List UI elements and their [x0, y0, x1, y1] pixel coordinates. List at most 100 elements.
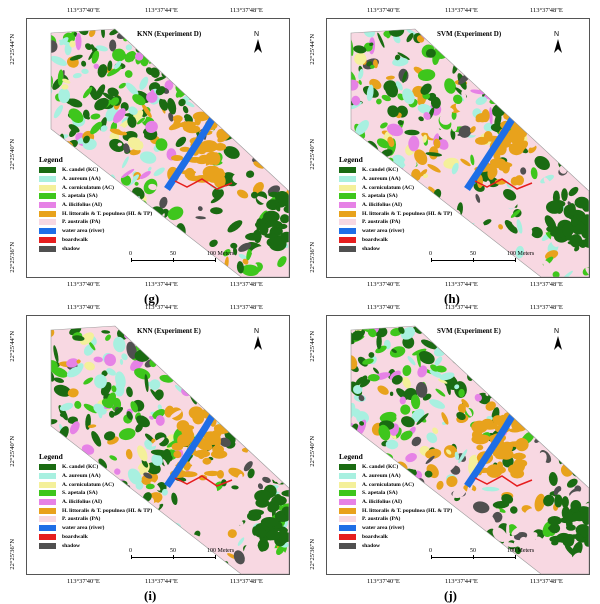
legend-label: A. ilicifolius (AI) [62, 499, 102, 506]
legend-item: A. ilicifolius (AI) [39, 201, 152, 210]
legend-swatch [39, 202, 56, 209]
map-title: KNN (Experiment D) [137, 30, 202, 38]
scale-bar: 0 50 100 Meters [429, 251, 561, 265]
legend-swatch [339, 228, 356, 235]
legend-item: A. ilicifolius (AI) [339, 201, 452, 210]
legend-swatch [339, 525, 356, 532]
legend-label: A. corniculatum (AC) [362, 184, 415, 191]
lon-label-bottom-mid: 113°37'44"E [145, 578, 178, 585]
legend-swatch [39, 516, 56, 523]
legend-swatch [39, 176, 56, 183]
legend-swatch [339, 219, 356, 226]
legend-label: boardwalk [62, 236, 88, 243]
legend-item: A. corniculatum (AC) [39, 183, 152, 192]
lat-label-left-top: 22°25'44"N [9, 33, 17, 65]
scale-label-100: 100 Meters [207, 251, 235, 257]
legend-label: K. candel (KC) [362, 464, 399, 471]
legend-title: Legend [39, 155, 63, 164]
legend-label: A. aureum (AA) [362, 176, 401, 183]
panel-label: (i) [144, 588, 157, 603]
legend-swatch [339, 210, 356, 217]
legend-swatch [339, 193, 356, 200]
north-arrow: N [251, 328, 265, 352]
lat-label-left-bottom: 22°25'36"N [9, 241, 17, 273]
legend-swatch [39, 193, 56, 200]
legend-swatch [39, 228, 56, 235]
map-title: SVM (Experiment D) [437, 30, 502, 38]
lon-label-bottom-right: 113°37'48"E [230, 281, 263, 288]
lat-label-left-top: 22°25'44"N [309, 33, 317, 65]
legend-title: Legend [39, 452, 63, 461]
scale-bar: 0 50 100 Meters [129, 548, 261, 562]
map-frame: SVM (Experiment E) N Legend K. candel (K… [326, 315, 590, 575]
scale-label-50: 50 [170, 251, 176, 257]
legend-swatch [39, 167, 56, 174]
legend-swatch [339, 202, 356, 209]
legend-item: H. littoralis & T. populnea (HL & TP) [339, 506, 452, 515]
legend-item: S. apetala (SA) [339, 192, 452, 201]
legend-swatch [39, 210, 56, 217]
scale-label-50: 50 [170, 548, 176, 554]
legend-swatch [339, 507, 356, 514]
legend-item: shadow [39, 244, 152, 253]
lon-label-bottom-left: 113°37'40"E [67, 578, 100, 585]
lat-label-left-top: 22°25'44"N [9, 330, 17, 362]
map-title: SVM (Experiment E) [437, 327, 501, 335]
legend-item: S. apetala (SA) [339, 489, 452, 498]
scale-bar: 0 50 100 Meters [429, 548, 561, 562]
legend-label: P. australis (PA) [62, 516, 101, 523]
legend-label: H. littoralis & T. populnea (HL & TP) [362, 507, 453, 514]
legend-label: H. littoralis & T. populnea (HL & TP) [362, 210, 453, 217]
legend-item: A. aureum (AA) [339, 472, 452, 481]
legend-item: A. aureum (AA) [39, 175, 152, 184]
legend-swatch [339, 245, 356, 252]
lat-label-left-mid: 22°25'40"N [309, 435, 317, 467]
legend-item: A. aureum (AA) [39, 472, 152, 481]
legend-label: K. candel (KC) [62, 167, 99, 174]
north-label: N [254, 31, 260, 38]
legend-swatch [39, 184, 56, 191]
legend-item: boardwalk [39, 533, 152, 542]
legend: Legend K. candel (KC) A. aureum (AA) A. co… [339, 155, 452, 253]
legend-swatch [39, 236, 56, 243]
legend-label: A. ilicifolius (AI) [362, 499, 402, 506]
lon-label-top-mid: 113°37'44"E [445, 7, 478, 14]
scale-label-100: 100 Meters [507, 548, 535, 554]
legend-label: K. candel (KC) [62, 464, 99, 471]
legend-label: A. corniculatum (AC) [62, 184, 115, 191]
scale-label-100: 100 Meters [507, 251, 535, 257]
legend: Legend K. candel (KC) A. aureum (AA) A. co… [339, 452, 452, 550]
legend-item: water area (river) [39, 227, 152, 236]
legend-swatch [39, 525, 56, 532]
north-arrow: N [251, 31, 265, 55]
legend-swatch [339, 464, 356, 471]
legend-label: S. apetala (SA) [62, 490, 98, 497]
lat-label-left-bottom: 22°25'36"N [9, 538, 17, 570]
legend-item: H. littoralis & T. populnea (HL & TP) [39, 209, 152, 218]
scale-bar: 0 50 100 Meters [129, 251, 261, 265]
legend-swatch [339, 167, 356, 174]
legend-label: A. corniculatum (AC) [62, 481, 115, 488]
legend-item: P. australis (PA) [339, 218, 452, 227]
legend-swatch [339, 533, 356, 540]
legend-swatch [339, 490, 356, 497]
lon-label-bottom-mid: 113°37'44"E [445, 578, 478, 585]
panel-label: (g) [144, 291, 160, 306]
legend-item: water area (river) [39, 524, 152, 533]
lat-label-left-mid: 22°25'40"N [9, 138, 17, 170]
legend-label: P. australis (PA) [362, 219, 401, 226]
legend-item: P. australis (PA) [39, 515, 152, 524]
lon-label-top-right: 113°37'48"E [530, 7, 563, 14]
legend-title: Legend [339, 452, 363, 461]
lon-label-top-mid: 113°37'44"E [145, 7, 178, 14]
legend-item: P. australis (PA) [39, 218, 152, 227]
panel-label: (h) [444, 291, 460, 306]
legend-item: A. aureum (AA) [339, 175, 452, 184]
legend-item: boardwalk [339, 533, 452, 542]
lon-label-top-right: 113°37'48"E [230, 304, 263, 311]
lon-label-top-mid: 113°37'44"E [145, 304, 178, 311]
legend-item: boardwalk [39, 236, 152, 245]
north-arrow: N [551, 31, 565, 55]
legend-label: P. australis (PA) [62, 219, 101, 226]
legend: Legend K. candel (KC) A. aureum (AA) A. co… [39, 452, 152, 550]
